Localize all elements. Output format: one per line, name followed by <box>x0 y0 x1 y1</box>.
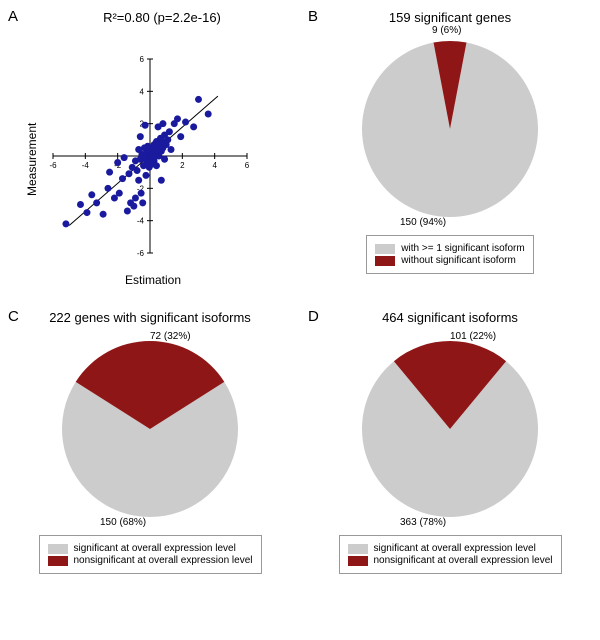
legend-swatch <box>348 544 368 554</box>
legend-item: nonsignificant at overall expression lev… <box>48 555 253 566</box>
panel-a: A R²=0.80 (p=2.2e-16) -6-6-4-4-2-2224466… <box>0 0 300 300</box>
svg-text:4: 4 <box>140 87 145 96</box>
legend-swatch <box>48 556 68 566</box>
panel-a-label: A <box>8 8 18 25</box>
panel-b-title: 159 significant genes <box>308 10 592 25</box>
pie-b: 150 (94%)9 (6%) <box>350 29 550 229</box>
svg-text:-6: -6 <box>137 249 145 258</box>
panel-c-label: C <box>8 308 19 325</box>
pie-d: 363 (78%) 101 (22%) <box>350 329 550 529</box>
legend-text: nonsignificant at overall expression lev… <box>374 555 553 566</box>
pie-slice-label: 150 (68%) <box>100 517 146 528</box>
svg-text:6: 6 <box>140 55 145 64</box>
svg-text:2: 2 <box>180 161 185 170</box>
panel-b: B 159 significant genes 150 (94%)9 (6%) … <box>300 0 600 300</box>
legend-text: with >= 1 significant isoform <box>401 243 524 254</box>
pie-slice-label: 363 (78%) <box>400 517 446 528</box>
pie-slice-label: 72 (32%) <box>150 331 191 342</box>
legend-b: with >= 1 significant isoform without si… <box>366 235 533 274</box>
panel-d-label: D <box>308 308 319 325</box>
legend-text: significant at overall expression level <box>74 543 236 554</box>
legend-text: significant at overall expression level <box>374 543 536 554</box>
panel-a-title: R²=0.80 (p=2.2e-16) <box>32 10 292 25</box>
svg-text:-4: -4 <box>82 161 90 170</box>
legend-text: without significant isoform <box>401 255 516 266</box>
legend-item: significant at overall expression level <box>48 543 253 554</box>
figure-grid: A R²=0.80 (p=2.2e-16) -6-6-4-4-2-2224466… <box>0 0 600 620</box>
pie-slice-label: 9 (6%) <box>432 25 461 36</box>
legend-swatch <box>348 556 368 566</box>
svg-text:-6: -6 <box>49 161 57 170</box>
legend-swatch <box>375 256 395 266</box>
bottom-row: C 222 genes with significant isoforms 15… <box>0 300 600 620</box>
x-axis-label: Estimation <box>125 273 181 287</box>
panel-c-title: 222 genes with significant isoforms <box>8 310 292 325</box>
scatter-svg: -6-6-4-4-2-2224466 <box>35 41 265 271</box>
svg-text:6: 6 <box>245 161 250 170</box>
legend-text: nonsignificant at overall expression lev… <box>74 555 253 566</box>
y-axis-label: Measurement <box>25 123 39 196</box>
legend-c: significant at overall expression level … <box>39 535 262 574</box>
svg-text:4: 4 <box>212 161 217 170</box>
legend-item: nonsignificant at overall expression lev… <box>348 555 553 566</box>
legend-item: with >= 1 significant isoform <box>375 243 524 254</box>
legend-swatch <box>375 244 395 254</box>
svg-text:-4: -4 <box>137 217 145 226</box>
legend-d: significant at overall expression level … <box>339 535 562 574</box>
panel-d: D 464 significant isoforms 363 (78%) 101 … <box>300 300 600 620</box>
pie-slice-label: 150 (94%) <box>400 217 446 228</box>
panel-c: C 222 genes with significant isoforms 15… <box>0 300 300 620</box>
legend-item: without significant isoform <box>375 255 524 266</box>
panel-d-title: 464 significant isoforms <box>308 310 592 325</box>
legend-swatch <box>48 544 68 554</box>
pie-slice-label: 101 (22%) <box>450 331 496 342</box>
top-row: A R²=0.80 (p=2.2e-16) -6-6-4-4-2-2224466… <box>0 0 600 300</box>
pie-c: 150 (68%) 72 (32%) <box>50 329 250 529</box>
legend-item: significant at overall expression level <box>348 543 553 554</box>
panel-b-label: B <box>308 8 318 25</box>
scatter-plot: -6-6-4-4-2-2224466 Measurement Estimatio… <box>35 41 265 271</box>
